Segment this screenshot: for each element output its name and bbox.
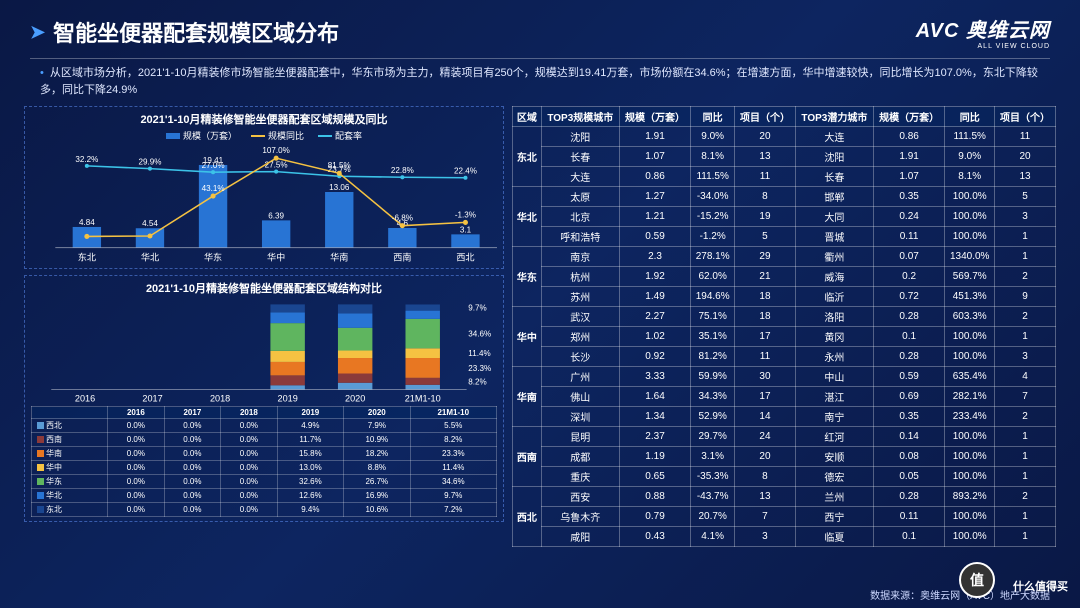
svg-text:华东: 华东	[204, 252, 222, 263]
svg-text:32.2%: 32.2%	[75, 155, 98, 164]
chart1-title: 2021'1-10月精装修智能坐便器配套区域规模及同比	[31, 111, 497, 127]
data-table: 区域TOP3规模城市规模（万套）同比项目（个）TOP3潜力城市规模（万套）同比项…	[512, 106, 1056, 547]
zdm-badge-icon: 值	[959, 562, 995, 598]
svg-text:2020: 2020	[345, 394, 365, 404]
page-title: ➤ 智能坐便器配套规模区域分布	[30, 16, 339, 48]
right-column: 区域TOP3规模城市规模（万套）同比项目（个）TOP3潜力城市规模（万套）同比项…	[512, 106, 1056, 547]
zdm-text: 什么值得买	[1013, 578, 1068, 594]
svg-text:3.1: 3.1	[460, 225, 472, 234]
svg-text:2018: 2018	[210, 394, 230, 404]
title-arrow-icon: ➤	[30, 22, 45, 43]
svg-text:13.06: 13.06	[329, 183, 350, 192]
svg-text:21M1-10: 21M1-10	[405, 394, 441, 404]
description: •从区域市场分析，2021'1-10月精装修市场智能坐便器配套中，华东市场为主力…	[0, 65, 1080, 106]
svg-text:西南: 西南	[393, 252, 411, 263]
svg-text:西北: 西北	[456, 253, 474, 263]
svg-text:2019: 2019	[278, 394, 298, 404]
svg-text:6.39: 6.39	[268, 211, 284, 220]
svg-text:27.0%: 27.0%	[202, 161, 225, 170]
svg-text:23.3%: 23.3%	[468, 364, 491, 373]
chart2-title: 2021'1-10月精装修智能坐便器配套区域结构对比	[31, 280, 497, 296]
main-content: 2021'1-10月精装修智能坐便器配套区域规模及同比 规模（万套） .ly::…	[0, 106, 1080, 547]
logo-main: AVC 奥维云网	[916, 14, 1050, 43]
left-column: 2021'1-10月精装修智能坐便器配套区域规模及同比 规模（万套） .ly::…	[24, 106, 504, 547]
svg-text:43.1%: 43.1%	[202, 184, 225, 193]
svg-text:华北: 华北	[141, 252, 159, 263]
svg-text:107.0%: 107.0%	[262, 146, 289, 155]
logo-sub: ALL VIEW CLOUD	[978, 43, 1050, 50]
header: ➤ 智能坐便器配套规模区域分布 AVC 奥维云网 ALL VIEW CLOUD	[0, 0, 1080, 58]
svg-text:-1.3%: -1.3%	[455, 210, 476, 219]
svg-text:-6.8%: -6.8%	[392, 214, 413, 223]
svg-text:22.4%: 22.4%	[454, 167, 477, 176]
chart1: 4.84东北4.54华北19.41华东6.39华中13.06华南4.6西南3.1…	[31, 144, 497, 264]
svg-text:华中: 华中	[267, 252, 285, 263]
chart1-panel: 2021'1-10月精装修智能坐便器配套区域规模及同比 规模（万套） .ly::…	[24, 106, 504, 269]
svg-text:27.5%: 27.5%	[265, 161, 288, 170]
svg-text:4.54: 4.54	[142, 219, 158, 228]
svg-text:9.7%: 9.7%	[468, 304, 486, 313]
svg-text:81.5%: 81.5%	[328, 161, 351, 170]
svg-text:34.6%: 34.6%	[468, 330, 491, 339]
svg-text:2017: 2017	[142, 394, 162, 404]
svg-text:4.84: 4.84	[79, 218, 95, 227]
title-text: 智能坐便器配套规模区域分布	[53, 16, 339, 48]
svg-text:华南: 华南	[330, 252, 348, 263]
chart2-table: 2016201720182019202021M1-10西北0.0%0.0%0.0…	[31, 406, 497, 517]
divider	[30, 58, 1050, 59]
svg-text:11.4%: 11.4%	[468, 349, 490, 358]
logo: AVC 奥维云网 ALL VIEW CLOUD	[916, 14, 1050, 50]
svg-text:22.8%: 22.8%	[391, 166, 414, 175]
svg-text:2016: 2016	[75, 394, 95, 404]
chart1-legend: 规模（万套） .ly::after{background:#f5c242}规模同…	[31, 129, 497, 142]
chart2-panel: 2021'1-10月精装修智能坐便器配套区域结构对比 2016201720182…	[24, 275, 504, 522]
desc-text: 从区域市场分析，2021'1-10月精装修市场智能坐便器配套中，华东市场为主力，…	[40, 67, 1038, 96]
chart2: 2016 2017 2018 2019 2020 21M1-10 8.2% 23.3% 11.4…	[31, 298, 497, 404]
svg-text:东北: 东北	[78, 252, 96, 263]
svg-text:8.2%: 8.2%	[468, 377, 486, 386]
svg-text:29.9%: 29.9%	[138, 158, 161, 167]
